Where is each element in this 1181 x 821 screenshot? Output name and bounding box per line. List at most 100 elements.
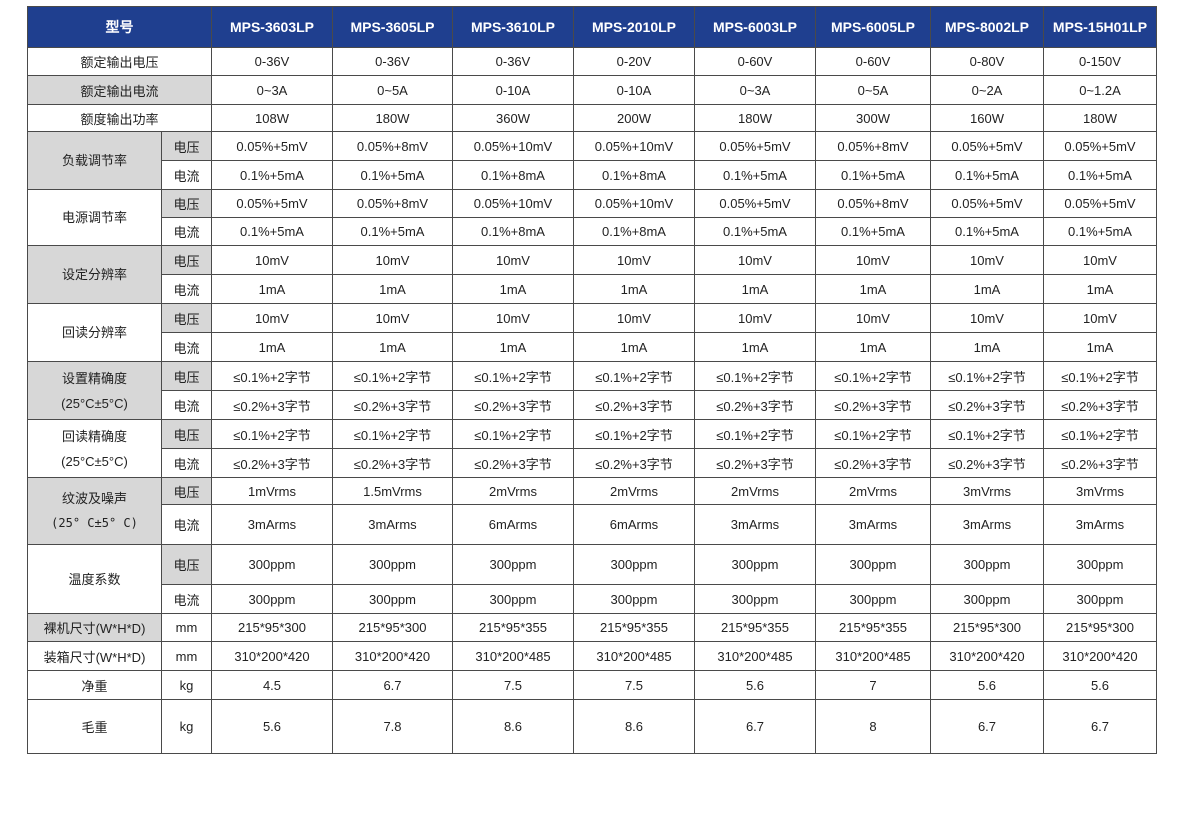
spec-row-read_res-voltage: 回读分辨率 电压 10mV 10mV 10mV 10mV 10mV 10mV 10mV 10mV	[27, 303, 1157, 362]
value-cell: 0.05%+5mV	[694, 131, 816, 161]
value-cell: 310*200*485	[694, 641, 816, 671]
value-cell: 0-20V	[573, 47, 695, 76]
spec-row-read_res-current: 电流 1mA 1mA 1mA 1mA 1mA 1mA 1mA 1mA	[28, 332, 1157, 362]
value-cell: 300ppm	[332, 584, 453, 614]
value-cell: 0~3A	[694, 75, 816, 105]
spec-row-net_weight: 净重 kg 4.5 6.7 7.5 7.5 5.6 7 5.6 5.6	[27, 670, 1157, 700]
value-cell: ≤0.1%+2字节	[930, 419, 1044, 449]
value-cell: 3mArms	[332, 504, 453, 545]
value-cell: 3mArms	[930, 504, 1044, 545]
value-cell: 300ppm	[694, 584, 816, 614]
value-cell: 0~1.2A	[1043, 75, 1157, 105]
unit-cell: kg	[161, 670, 212, 700]
value-cell: 5.6	[930, 670, 1044, 700]
row-label: 回读分辨率	[27, 303, 162, 362]
model-header: MPS-6005LP	[815, 6, 931, 48]
value-cell: 6.7	[1043, 699, 1157, 754]
header-row: 型号 MPS-3603LP MPS-3605LP MPS-3610LP MPS-…	[27, 6, 1157, 48]
value-cell: ≤0.1%+2字节	[573, 419, 695, 449]
value-cell: 2mVrms	[573, 477, 695, 505]
value-cell: 300ppm	[573, 544, 695, 585]
model-header: MPS-8002LP	[930, 6, 1044, 48]
sub-label-voltage: 电压	[161, 245, 212, 275]
value-cell: ≤0.2%+3字节	[930, 390, 1044, 420]
value-cell: 180W	[332, 104, 453, 132]
row-label-main: 设置精确度	[61, 370, 127, 386]
value-cell: 7	[815, 670, 931, 700]
value-cell: 310*200*420	[1043, 641, 1157, 671]
spec-row-load_reg-voltage: 负载调节率 电压 0.05%+5mV 0.05%+8mV 0.05%+10mV 0.05%…	[27, 131, 1157, 190]
value-cell: 0.05%+5mV	[930, 189, 1044, 218]
sub-label-current: 电流	[161, 160, 212, 190]
value-cell: 300ppm	[211, 544, 333, 585]
sub-label-current: 电流	[161, 390, 212, 420]
row-label: 设定分辨率	[27, 245, 162, 304]
spec-row-ripple-current: 电流 3mArms 3mArms 6mArms 6mArms 3mArms 3mArms 3m…	[28, 504, 1157, 545]
value-cell: 310*200*420	[332, 641, 453, 671]
value-cell: 0.1%+5mA	[694, 217, 816, 246]
value-cell: ≤0.1%+2字节	[694, 361, 816, 391]
value-cell: 0.05%+10mV	[452, 189, 574, 218]
value-cell: 5.6	[694, 670, 816, 700]
value-cell: 10mV	[1043, 245, 1157, 275]
spec-row-rated_voltage: 额定输出电压 0-36V 0-36V 0-36V 0-20V 0-60V 0-60V 0-80…	[27, 47, 1157, 76]
value-cell: 1mA	[815, 274, 931, 304]
value-cell: 0.1%+5mA	[1043, 160, 1157, 190]
value-cell: ≤0.2%+3字节	[452, 390, 574, 420]
value-cell: 2mVrms	[815, 477, 931, 505]
row-label-main: 回读精确度	[61, 428, 127, 444]
value-cell: 0.1%+5mA	[694, 160, 816, 190]
spec-row-set_acc-current: 电流 ≤0.2%+3字节 ≤0.2%+3字节 ≤0.2%+3字节 ≤0.2%+3字节 ≤0…	[28, 390, 1157, 420]
value-cell: 180W	[1043, 104, 1157, 132]
value-cell: ≤0.1%+2字节	[1043, 361, 1157, 391]
value-cell: ≤0.2%+3字节	[1043, 390, 1157, 420]
value-cell: 1mA	[332, 332, 453, 362]
value-cell: 0.05%+10mV	[452, 131, 574, 161]
value-cell: 1mVrms	[211, 477, 333, 505]
value-cell: 3mVrms	[1043, 477, 1157, 505]
value-cell: 108W	[211, 104, 333, 132]
value-cell: 0.05%+10mV	[573, 189, 695, 218]
value-cell: 1mA	[930, 332, 1044, 362]
value-cell: 215*95*355	[815, 613, 931, 642]
value-cell: 300ppm	[815, 544, 931, 585]
spec-row-rated_current: 额定输出电流 0~3A 0~5A 0-10A 0-10A 0~3A 0~5A 0~2A 0~1.…	[27, 75, 1157, 105]
value-cell: 10mV	[332, 245, 453, 275]
value-cell: 300W	[815, 104, 931, 132]
value-cell: 0.05%+10mV	[573, 131, 695, 161]
spec-row-rated_power: 额度输出功率 108W 180W 360W 200W 180W 300W 160W 180W	[27, 104, 1157, 132]
value-cell: 3mVrms	[930, 477, 1044, 505]
value-cell: ≤0.1%+2字节	[694, 419, 816, 449]
value-cell: ≤0.2%+3字节	[332, 448, 453, 478]
value-cell: 10mV	[815, 303, 931, 333]
value-cell: 1mA	[694, 274, 816, 304]
value-cell: ≤0.1%+2字节	[452, 419, 574, 449]
value-cell: 0.05%+5mV	[1043, 131, 1157, 161]
row-label-condition: (25°C±5°C)	[61, 453, 128, 469]
value-cell: 7.5	[452, 670, 574, 700]
value-cell: 300ppm	[1043, 584, 1157, 614]
row-label: 额定输出电压	[27, 47, 212, 76]
sub-label-voltage: 电压	[161, 189, 212, 218]
value-cell: 300ppm	[1043, 544, 1157, 585]
row-label: 毛重	[27, 699, 162, 754]
value-cell: 8.6	[573, 699, 695, 754]
value-cell: ≤0.1%+2字节	[815, 419, 931, 449]
sub-label-voltage: 电压	[161, 544, 212, 585]
value-cell: 1mA	[694, 332, 816, 362]
value-cell: ≤0.2%+3字节	[694, 390, 816, 420]
value-cell: 200W	[573, 104, 695, 132]
sub-label-voltage: 电压	[161, 131, 212, 161]
value-cell: 2mVrms	[452, 477, 574, 505]
sub-label-voltage: 电压	[161, 419, 212, 449]
model-header: MPS-6003LP	[694, 6, 816, 48]
value-cell: 3mArms	[815, 504, 931, 545]
value-cell: 310*200*485	[573, 641, 695, 671]
value-cell: 0-60V	[694, 47, 816, 76]
value-cell: 0.1%+5mA	[815, 217, 931, 246]
value-cell: 360W	[452, 104, 574, 132]
value-cell: 0.1%+8mA	[573, 160, 695, 190]
value-cell: 0~3A	[211, 75, 333, 105]
value-cell: 7.5	[573, 670, 695, 700]
value-cell: 0-10A	[573, 75, 695, 105]
